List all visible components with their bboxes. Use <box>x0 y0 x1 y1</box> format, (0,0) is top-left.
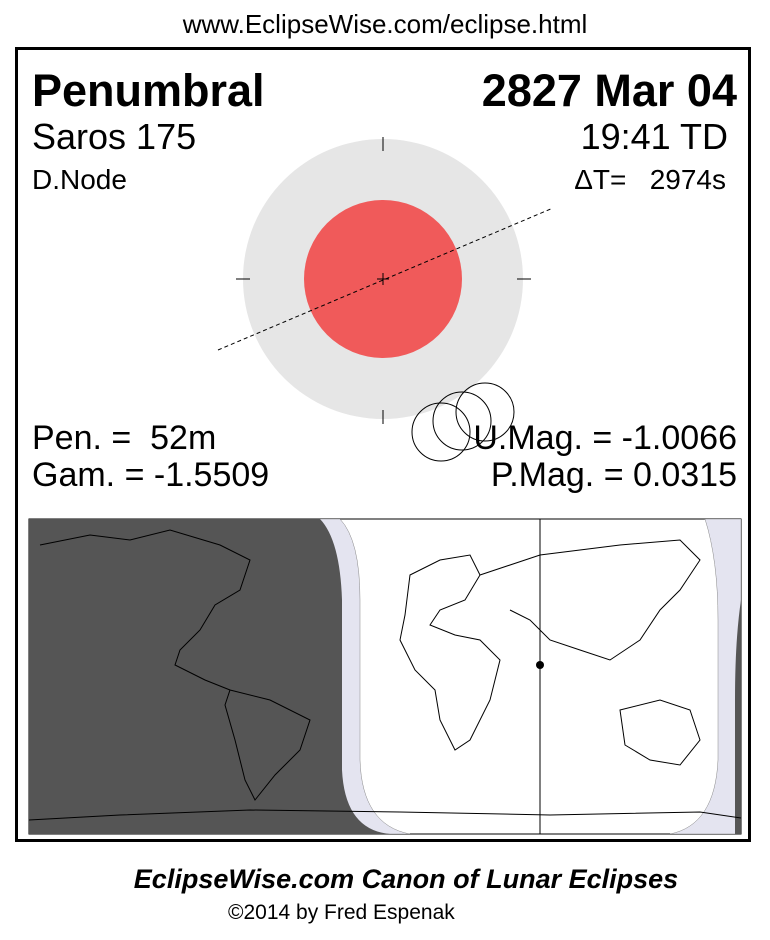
url-header: www.EclipseWise.com/eclipse.html <box>182 9 588 39</box>
umbral-magnitude: U.Mag. = -1.0066 <box>473 419 737 457</box>
gamma: Gam. = -1.5509 <box>32 456 270 494</box>
night-region-west <box>29 519 390 834</box>
footer-copyright: ©2014 by Fred Espenak <box>228 901 455 924</box>
eclipse-time: 19:41 TD <box>580 116 728 157</box>
saros-number: Saros 175 <box>32 116 197 157</box>
ecliptic-path <box>217 207 554 351</box>
moon-positions <box>411 382 515 462</box>
delta-t: ΔT= 2974s <box>574 164 726 195</box>
diagram-frame <box>15 47 751 842</box>
penumbral-zone-east <box>669 519 741 834</box>
moon-p4 <box>455 382 515 442</box>
asia-coast <box>479 539 701 661</box>
penumbral-magnitude: P.Mag. = 0.0315 <box>490 456 737 494</box>
eclipse-date: 2827 Mar 04 <box>481 65 737 116</box>
antarctica-coast <box>29 809 741 821</box>
node: D.Node <box>32 164 127 195</box>
australia-coast <box>619 699 701 766</box>
moon-greatest <box>432 391 492 451</box>
south-america-coast <box>224 689 311 801</box>
north-america-coast <box>39 529 251 691</box>
moon-p1 <box>411 402 471 462</box>
footer-title: EclipseWise.com Canon of Lunar Eclipses <box>133 864 679 894</box>
sub-lunar-point <box>536 661 544 669</box>
penumbral-duration: Pen. = 52m <box>32 419 217 457</box>
axis-ticks <box>236 137 531 424</box>
eclipse-type: Penumbral <box>32 65 265 116</box>
night-region-east <box>735 519 741 834</box>
world-map <box>28 518 742 835</box>
